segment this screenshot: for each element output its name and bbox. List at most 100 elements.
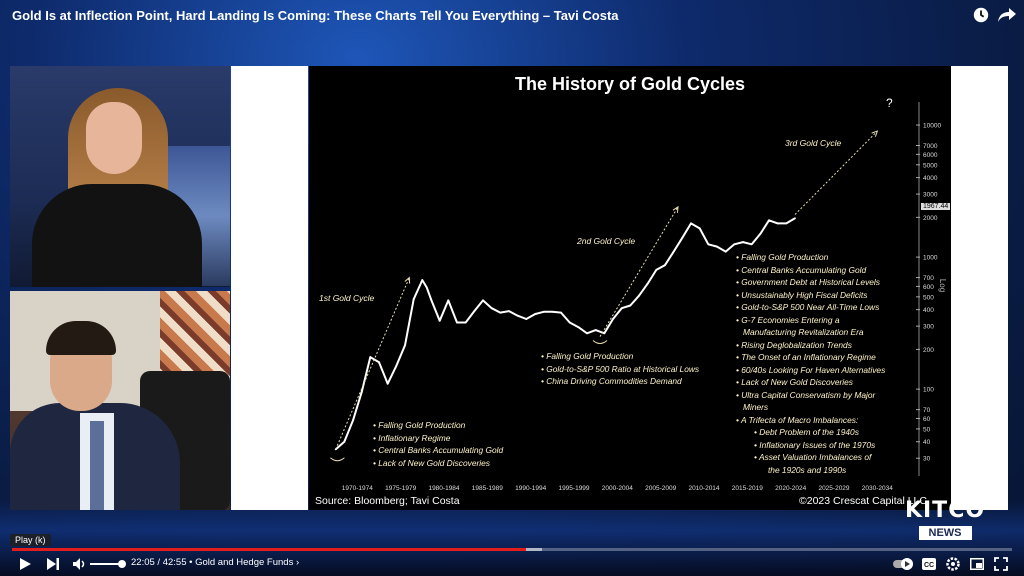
- y-tick-label: 400: [923, 307, 934, 314]
- progress-bar[interactable]: [12, 548, 1012, 551]
- x-tick-label: 1970-1974: [342, 485, 373, 492]
- data-point: [733, 243, 736, 246]
- captions-icon[interactable]: CC: [922, 556, 936, 572]
- time-current: 22:05: [131, 557, 155, 568]
- guest-tie: [90, 421, 104, 510]
- data-point: [638, 294, 640, 297]
- y-tick-label: 300: [923, 324, 934, 331]
- x-tick-label: 1975-1979: [385, 485, 416, 492]
- y-tick-label: 40: [923, 439, 931, 446]
- note-item: • Central Banks Accumulating Gold: [736, 264, 867, 275]
- play-tooltip: Play (k): [10, 534, 51, 546]
- clock-icon[interactable]: [972, 6, 992, 26]
- data-point: [603, 332, 606, 335]
- host-face: [86, 102, 142, 174]
- data-point: [508, 310, 510, 313]
- time-display: 22:05 / 42:55 • Gold and Hedge Funds ›: [131, 557, 299, 568]
- autoplay-toggle[interactable]: [893, 556, 915, 572]
- note-item: • Falling Gold Production: [373, 420, 466, 430]
- x-tick-label: 1990-1994: [515, 485, 546, 492]
- note-item: • Unsustainably High Fiscal Deficits: [736, 289, 868, 300]
- x-tick-label: 1985-1989: [472, 485, 503, 492]
- note-item: • Lack of New Gold Discoveries: [736, 377, 853, 387]
- x-tick-label: 2030-2034: [862, 485, 893, 492]
- video-title[interactable]: Gold Is at Inflection Point, Hard Landin…: [12, 8, 619, 23]
- note-item: • Central Banks Accumulating Gold: [373, 445, 504, 455]
- played-bar: [12, 548, 526, 551]
- log-axis-label: Log: [938, 278, 948, 293]
- note-item: the 1920s and 1990s: [754, 464, 847, 475]
- y-tick-label: 1000: [923, 255, 938, 262]
- data-point: [438, 319, 441, 322]
- data-point: [421, 279, 424, 281]
- data-point: [759, 232, 762, 235]
- volume-slider[interactable]: [90, 556, 128, 572]
- data-point: [568, 321, 571, 324]
- data-point: [369, 356, 372, 358]
- note-item: • Ultra Capital Conservatism by Major: [736, 389, 876, 400]
- arrow-head: [404, 276, 411, 284]
- note-item: • 60/40s Looking For Haven Alternatives: [736, 364, 886, 375]
- data-point: [750, 243, 753, 246]
- y-tick-label: 70: [923, 407, 931, 414]
- note-item: • The Onset of an Inflationary Regime: [736, 352, 876, 362]
- note-item: • Inflationary Regime: [373, 432, 451, 443]
- data-point: [742, 241, 744, 243]
- note-item: • Gold-to-S&P 500 Ratio at Historical Lo…: [541, 363, 700, 374]
- data-point: [586, 332, 588, 335]
- fullscreen-icon[interactable]: [994, 556, 1008, 572]
- cycle-trend-arrow: [335, 277, 410, 450]
- data-point: [681, 236, 684, 239]
- data-point: [464, 321, 467, 324]
- cycle-trend-arrow: [599, 206, 679, 337]
- data-point: [655, 269, 658, 271]
- guest-hair: [46, 321, 116, 355]
- data-point: [542, 310, 545, 313]
- x-tick-label: 2010-2014: [688, 485, 719, 492]
- note-item: • Lack of New Gold Discoveries: [373, 457, 490, 468]
- note-item: • China Driving Commodities Demand: [541, 376, 682, 386]
- data-point: [456, 321, 458, 324]
- time-total: 42:55: [162, 557, 187, 568]
- share-icon[interactable]: [997, 6, 1017, 26]
- data-point: [490, 307, 493, 310]
- note-item: • Debt Problem of the 1940s: [754, 427, 859, 437]
- cycle-label-2: 2nd Gold Cycle: [577, 236, 636, 246]
- gold-cycles-chart: 10000 7000 6000 5000 4000 3000 2000 1000 700 600 5…: [309, 66, 951, 510]
- cycle-bottom-marker: [330, 457, 345, 462]
- play-icon[interactable]: [18, 556, 32, 572]
- miniplayer-icon[interactable]: [970, 556, 984, 572]
- data-point: [378, 361, 380, 364]
- y-tick-label: 10000: [923, 123, 941, 130]
- background-glow: [0, 500, 1024, 576]
- cycle-label-1: 1st Gold Cycle: [319, 293, 375, 303]
- data-point: [473, 310, 476, 313]
- buffered-bar: [526, 548, 542, 551]
- data-point: [785, 222, 788, 225]
- y-tick-label: 30: [923, 456, 931, 463]
- data-point: [525, 318, 528, 320]
- time-separator: /: [157, 557, 163, 568]
- data-point: [698, 227, 701, 230]
- volume-icon[interactable]: [72, 556, 86, 572]
- y-tick-label: 6000: [923, 152, 938, 159]
- chapter-title[interactable]: • Gold and Hedge Funds ›: [189, 557, 300, 568]
- settings-icon[interactable]: [946, 556, 960, 572]
- x-tick-label: 2020-2024: [775, 485, 806, 492]
- data-point: [690, 222, 692, 225]
- svg-text:CC: CC: [924, 562, 934, 569]
- cycle-trend-arrow: [794, 130, 878, 215]
- x-tick-label: 1995-1999: [558, 485, 589, 492]
- data-point: [629, 304, 632, 307]
- note-item: • Inflationary Issues of the 1970s: [754, 439, 876, 450]
- slide-margin-left: [231, 66, 308, 510]
- note-item: • Falling Gold Production: [541, 351, 634, 361]
- data-point: [672, 250, 675, 253]
- data-point: [716, 245, 718, 248]
- last-value-label: 1967.44: [921, 203, 951, 210]
- y-tick-label: 7000: [923, 143, 938, 150]
- host-body: [32, 184, 202, 287]
- next-icon[interactable]: [46, 556, 60, 572]
- arrow-head: [871, 130, 879, 137]
- cycle-bottom-marker: [592, 340, 608, 344]
